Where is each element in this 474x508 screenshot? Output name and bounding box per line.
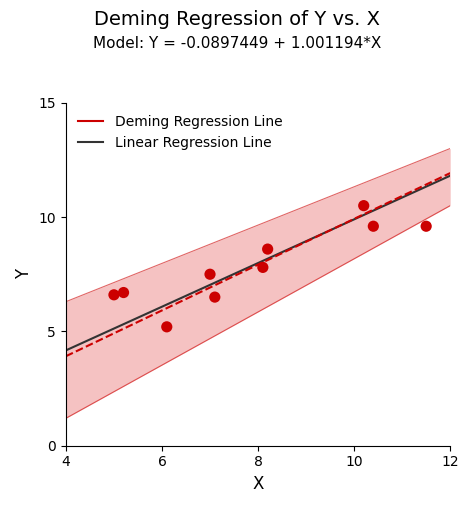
- Point: [422, 222, 430, 230]
- Text: Model: Y = -0.0897449 + 1.001194*X: Model: Y = -0.0897449 + 1.001194*X: [93, 36, 381, 51]
- Point: [264, 245, 272, 253]
- Point: [211, 293, 219, 301]
- Legend: Deming Regression Line, Linear Regression Line: Deming Regression Line, Linear Regressio…: [73, 110, 288, 156]
- Point: [110, 291, 118, 299]
- Point: [120, 289, 128, 297]
- Y-axis label: Y: Y: [15, 269, 33, 279]
- Text: Deming Regression of Y vs. X: Deming Regression of Y vs. X: [94, 10, 380, 29]
- Point: [163, 323, 171, 331]
- Point: [259, 263, 267, 271]
- Point: [206, 270, 214, 278]
- X-axis label: X: X: [252, 475, 264, 493]
- Point: [360, 202, 367, 210]
- Point: [370, 222, 377, 230]
